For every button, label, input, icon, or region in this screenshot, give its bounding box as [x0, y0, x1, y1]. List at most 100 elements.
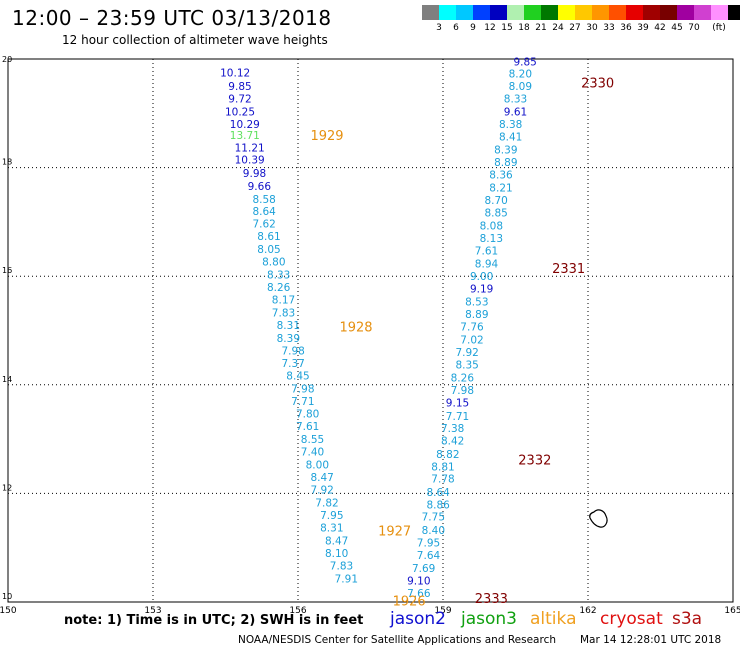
legend-swatch: [422, 5, 439, 20]
x-tick-label: 165: [724, 606, 740, 616]
legend-swatch: [626, 5, 643, 20]
legend-label: 33: [603, 23, 615, 33]
mission-s3a: s3a: [672, 609, 703, 629]
track-time-label: 1929: [310, 129, 343, 144]
wave-height-value: 8.80: [262, 257, 285, 269]
track-time-label: 2330: [581, 76, 614, 91]
wave-height-value: 7.38: [441, 423, 464, 435]
wave-height-value: 9.98: [243, 168, 266, 180]
track-time-label: 2332: [518, 454, 551, 469]
legend-swatch: [694, 5, 711, 20]
wave-height-value: 8.86: [426, 499, 450, 511]
legend-swatch: [592, 5, 609, 20]
wave-height-value: 8.47: [325, 536, 348, 548]
wave-height-value: 8.31: [320, 523, 343, 535]
legend-label: 9: [470, 23, 476, 33]
wave-height-value: 7.98: [291, 384, 314, 396]
wave-height-value: 7.98: [281, 346, 304, 358]
wave-height-value: 10.29: [230, 119, 260, 131]
wave-height-value: 8.85: [484, 208, 507, 220]
wave-height-value: 7.83: [330, 561, 353, 573]
wave-height-value: 7.61: [475, 246, 498, 258]
map-frame: [7, 58, 734, 603]
legend-swatch: [609, 5, 626, 20]
wave-height-value: 8.61: [257, 231, 280, 243]
wave-height-value: 8.08: [480, 221, 503, 233]
legend-swatch: [473, 5, 490, 20]
wave-height-value: 8.33: [267, 270, 290, 282]
x-tick-label: 156: [289, 606, 306, 616]
wave-height-value: 7.69: [412, 563, 435, 575]
credit-text: NOAA/NESDIS Center for Satellite Applica…: [238, 634, 556, 646]
page-title: 12:00 – 23:59 UTC 03/13/2018: [12, 6, 332, 30]
wave-height-value: 8.81: [431, 461, 454, 473]
wave-height-value: 8.94: [475, 259, 499, 271]
wave-height-value: 8.39: [494, 145, 517, 157]
wave-height-value: 8.09: [509, 81, 532, 93]
track-time-label: 1927: [378, 524, 411, 539]
wave-height-value: 9.10: [407, 575, 430, 587]
wave-height-value: 8.20: [509, 69, 532, 81]
x-tick-label: 150: [0, 606, 17, 616]
wave-height-value: 7.98: [451, 385, 474, 397]
wave-height-value: 10.25: [225, 107, 255, 119]
legend-label: 70: [688, 23, 700, 33]
wave-height-value: 10.12: [220, 68, 250, 80]
footer-note: note: 1) Time is in UTC; 2) SWH is in fe…: [64, 613, 364, 628]
legend-label: 30: [586, 23, 598, 33]
wave-height-value: 8.10: [325, 548, 348, 560]
wave-height-value: 13.71: [230, 130, 260, 142]
legend-label: 27: [569, 23, 581, 33]
wave-height-value: 9.00: [470, 271, 493, 283]
legend-label: 12: [484, 23, 496, 33]
wave-height-value: 9.85: [228, 81, 251, 93]
wave-height-value: 8.26: [451, 373, 475, 385]
wave-height-value: 7.92: [455, 347, 478, 359]
wave-height-value: 7.91: [335, 574, 358, 586]
wave-height-value: 8.33: [504, 94, 527, 106]
track-time-label: 1928: [339, 321, 372, 336]
wave-height-value: 7.80: [296, 409, 319, 421]
wave-height-value: 7.71: [291, 396, 314, 408]
wave-height-value: 8.45: [286, 371, 309, 383]
wave-height-value: 8.05: [257, 244, 280, 256]
track-time-label: 1926: [393, 594, 426, 609]
y-tick-label: 16: [2, 266, 12, 275]
wave-height-value: 9.61: [504, 107, 527, 119]
legend-swatch: [575, 5, 592, 20]
wave-height-value: 9.19: [470, 284, 493, 296]
legend-label: 15: [501, 23, 513, 33]
x-tick-label: 159: [434, 606, 451, 616]
wave-height-value: 7.61: [296, 421, 319, 433]
wave-height-value: 7.92: [310, 485, 333, 497]
legend-label: 39: [637, 23, 649, 33]
y-tick-label: 12: [2, 483, 12, 492]
legend-label: (ft): [712, 23, 726, 33]
y-tick-label: 18: [2, 158, 12, 167]
legend-swatch: [677, 5, 694, 20]
wave-height-value: 7.83: [272, 308, 295, 320]
wave-height-value: 7.40: [301, 447, 324, 459]
wave-height-value: 8.13: [480, 233, 503, 245]
wave-height-value: 7.95: [417, 537, 440, 549]
track-time-label: 2331: [552, 262, 585, 277]
legend-swatch: [456, 5, 473, 20]
legend-swatch: [711, 5, 728, 20]
wave-height-value: 8.00: [306, 460, 329, 472]
legend-swatch: [541, 5, 558, 20]
legend-swatch: [507, 5, 524, 20]
wave-height-value: 7.75: [422, 512, 445, 524]
wave-height-value: 8.26: [267, 282, 291, 294]
page-subtitle: 12 hour collection of altimeter wave hei…: [62, 33, 328, 47]
x-tick-label: 162: [579, 606, 596, 616]
wave-height-value: 8.70: [484, 195, 507, 207]
legend-swatch: [728, 5, 740, 20]
legend-label: 21: [535, 23, 547, 33]
wave-height-value: 8.64: [426, 487, 450, 499]
wave-height-value: 8.47: [310, 472, 333, 484]
legend-label: 24: [552, 23, 564, 33]
wave-height-value: 8.35: [455, 360, 478, 372]
wave-height-value: 8.89: [494, 157, 517, 169]
wave-height-value: 8.64: [252, 206, 276, 218]
